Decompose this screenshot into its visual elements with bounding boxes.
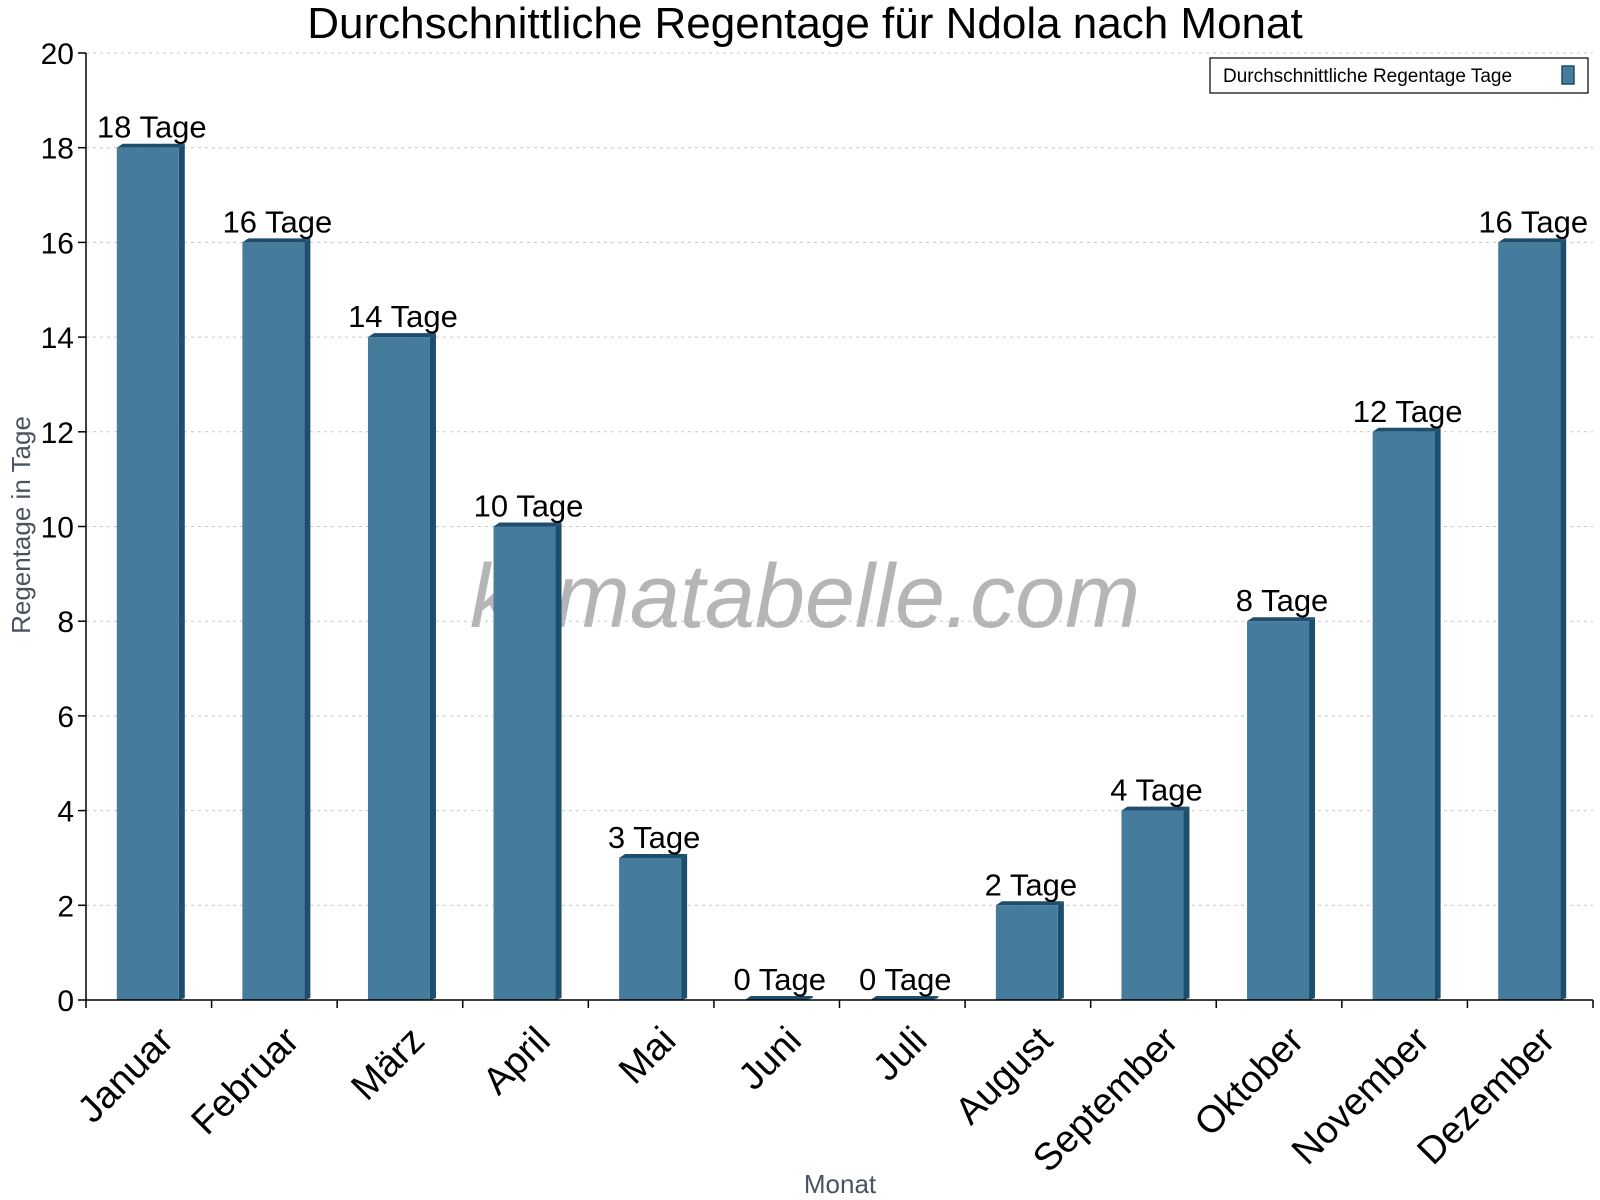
bar-side bbox=[178, 143, 185, 1000]
x-tick-label: Juli bbox=[865, 1019, 935, 1089]
data-label: 10 Tage bbox=[474, 489, 584, 524]
bar-front bbox=[367, 337, 430, 1001]
legend: Durchschnittliche Regentage Tage bbox=[1209, 57, 1589, 94]
x-tick-label: März bbox=[344, 1019, 433, 1108]
bar-front bbox=[995, 905, 1058, 1000]
watermark: klimatabelle.com bbox=[470, 547, 1140, 647]
x-tick-label: Februar bbox=[184, 1019, 308, 1143]
x-tick-labels: Januar Februar März April Mai Juni Juli AugustS… bbox=[70, 1019, 1564, 1180]
y-tick-label: 2 bbox=[57, 890, 74, 923]
data-label: 0 Tage bbox=[859, 962, 952, 997]
bar-top bbox=[1498, 238, 1567, 243]
gridlines bbox=[86, 52, 1593, 906]
bar bbox=[1372, 427, 1441, 1000]
data-label: 0 Tage bbox=[733, 962, 826, 997]
x-tick-label: Dezember bbox=[1410, 1019, 1564, 1173]
y-tick-label: 20 bbox=[41, 38, 74, 71]
bar-front bbox=[1247, 621, 1310, 1000]
data-label: 8 Tage bbox=[1236, 583, 1329, 618]
y-tick-labels: 0 2 4 6 8 10 12 14 16 18 20 bbox=[41, 38, 74, 1018]
bar-side bbox=[681, 853, 688, 1000]
y-tick-label: 16 bbox=[41, 227, 74, 260]
bar-top bbox=[116, 143, 185, 148]
data-label: 3 Tage bbox=[608, 820, 701, 855]
bar-front bbox=[242, 242, 305, 1000]
y-tick-label: 10 bbox=[41, 512, 74, 545]
x-tick-label: April bbox=[475, 1019, 558, 1102]
y-tick-label: 12 bbox=[41, 417, 74, 450]
bar bbox=[870, 996, 939, 1000]
bar-side bbox=[1183, 806, 1190, 1000]
axes bbox=[78, 52, 1594, 1008]
bar-front bbox=[619, 857, 682, 1000]
y-tick-label: 14 bbox=[41, 322, 74, 355]
bar-side bbox=[1309, 617, 1316, 1000]
bar-top bbox=[870, 996, 939, 1000]
y-tick-label: 0 bbox=[57, 985, 74, 1018]
bar bbox=[995, 901, 1064, 1000]
x-tick-label: Juni bbox=[731, 1019, 810, 1098]
bar-top bbox=[1121, 806, 1190, 811]
bar-top bbox=[1372, 427, 1441, 432]
bar bbox=[367, 333, 436, 1001]
bar-side bbox=[555, 522, 562, 1000]
bar-side bbox=[429, 333, 436, 1001]
data-label: 18 Tage bbox=[97, 110, 207, 145]
data-labels: 18 Tage 16 Tage 14 Tage 10 Tage 3 Tage 0 Tage… bbox=[97, 110, 1588, 997]
bar bbox=[1121, 806, 1190, 1000]
bar-side bbox=[1057, 901, 1064, 1000]
bar-top bbox=[995, 901, 1064, 906]
x-tick-label: Januar bbox=[70, 1019, 182, 1131]
x-tick-label: Mai bbox=[611, 1019, 684, 1092]
bar-front bbox=[1372, 431, 1435, 1000]
bar-side bbox=[1434, 427, 1441, 1000]
y-tick-label: 4 bbox=[57, 796, 74, 829]
bar bbox=[116, 143, 185, 1000]
bar-top bbox=[242, 238, 311, 243]
bar-top bbox=[367, 333, 436, 338]
data-label: 14 Tage bbox=[348, 299, 458, 334]
bar-front bbox=[116, 147, 179, 1000]
y-tick-label: 8 bbox=[57, 606, 74, 639]
bar bbox=[493, 522, 562, 1000]
bar bbox=[744, 996, 813, 1000]
data-label: 4 Tage bbox=[1110, 773, 1203, 808]
x-axis-label: Monat bbox=[804, 1169, 877, 1199]
bar-side bbox=[1560, 238, 1567, 1000]
legend-swatch bbox=[1561, 65, 1575, 85]
bar-front bbox=[1121, 810, 1184, 1000]
data-label: 16 Tage bbox=[1478, 204, 1588, 239]
bar-front bbox=[1498, 242, 1561, 1000]
data-label: 12 Tage bbox=[1353, 394, 1463, 429]
bar-top bbox=[1247, 617, 1316, 622]
data-label: 2 Tage bbox=[985, 867, 1078, 902]
data-label: 16 Tage bbox=[222, 204, 332, 239]
bars bbox=[116, 143, 1567, 1001]
chart-title: Durchschnittliche Regentage für Ndola na… bbox=[307, 0, 1302, 48]
y-tick-label: 18 bbox=[41, 133, 74, 166]
bar bbox=[1247, 617, 1316, 1000]
bar-front bbox=[493, 526, 556, 1000]
bar bbox=[1498, 238, 1567, 1000]
bar bbox=[619, 853, 688, 1000]
bar-top bbox=[493, 522, 562, 527]
bar-side bbox=[304, 238, 311, 1000]
bar-top bbox=[744, 996, 813, 1000]
y-axis-label: Regentage in Tage bbox=[6, 416, 36, 634]
legend-box bbox=[1209, 57, 1589, 94]
y-tick-label: 6 bbox=[57, 701, 74, 734]
x-tick-label: August bbox=[948, 1019, 1062, 1133]
x-tick-label: Oktober bbox=[1187, 1019, 1313, 1145]
legend-label: Durchschnittliche Regentage Tage bbox=[1223, 66, 1512, 87]
bar bbox=[242, 238, 311, 1000]
bar-top bbox=[619, 853, 688, 858]
